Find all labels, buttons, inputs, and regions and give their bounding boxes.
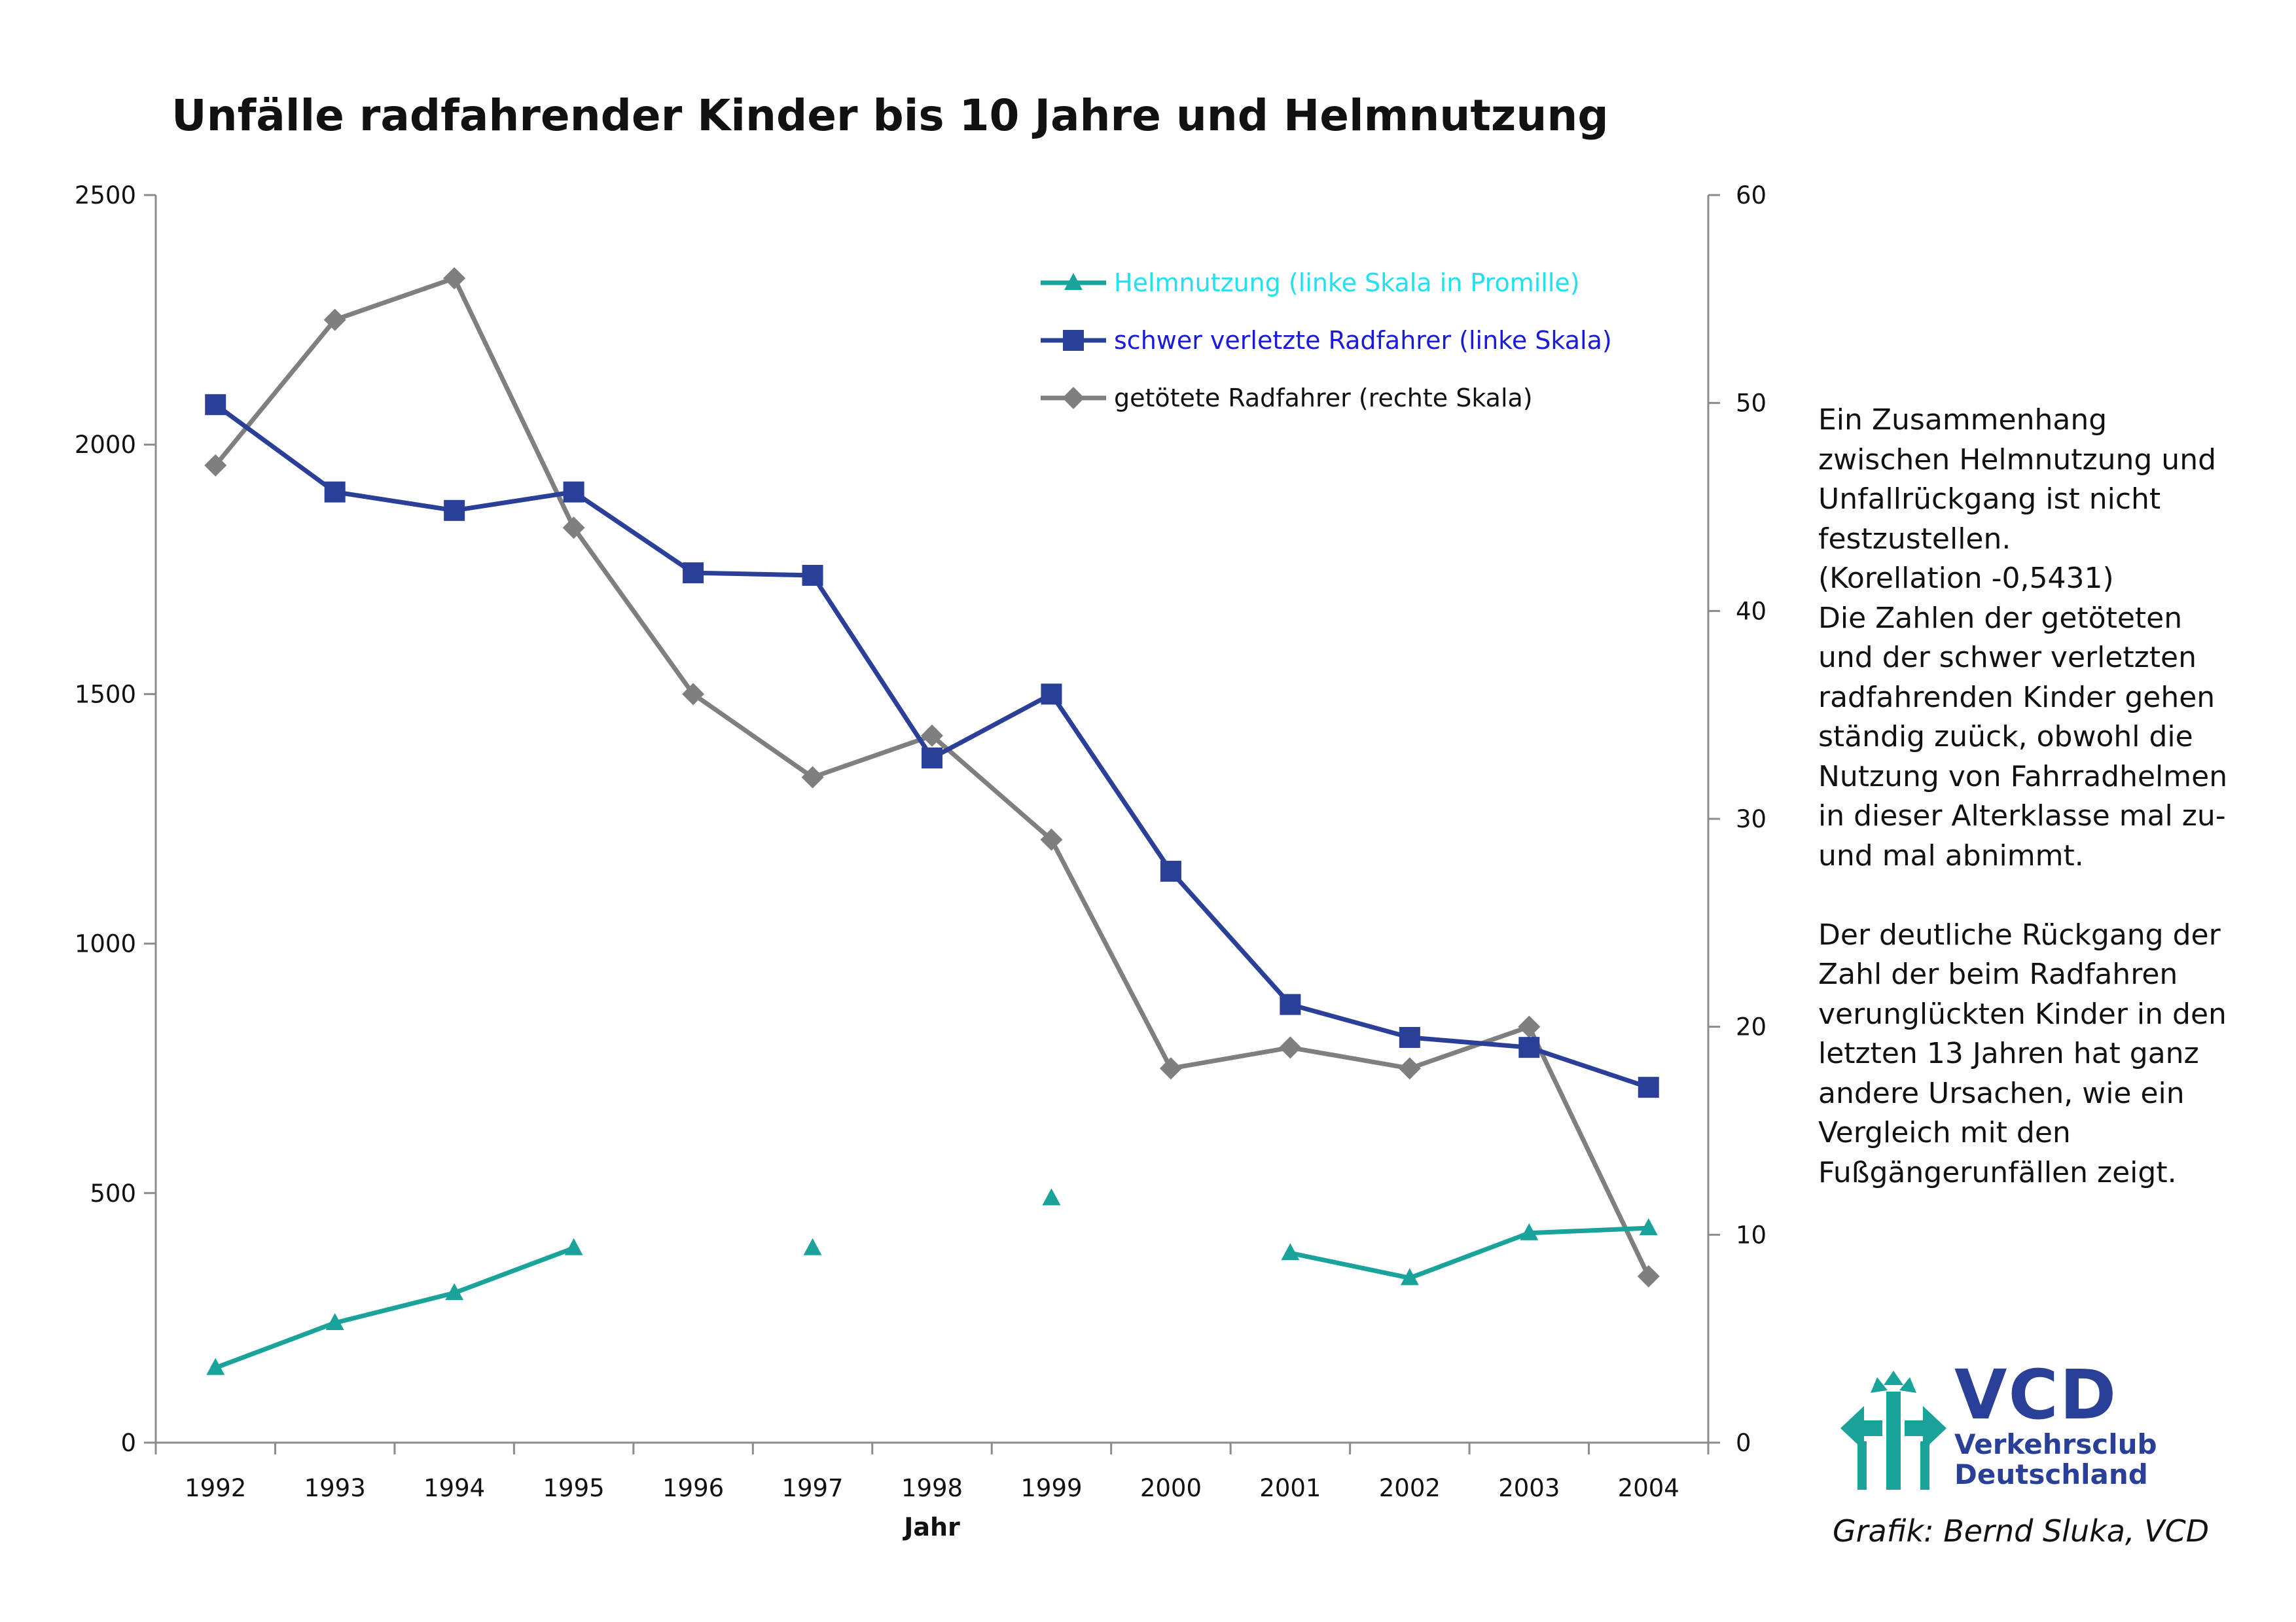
credit-text: Grafik: Bernd Sluka, VCD: [1833, 1513, 2210, 1549]
x-tick-label: 2000: [1140, 1474, 1202, 1502]
y-left-tick-label: 2000: [75, 431, 136, 459]
legend-label: schwer verletzte Radfahrer (linke Skala): [1114, 326, 1612, 355]
data-point: [1638, 1077, 1659, 1098]
x-tick-label: 1997: [781, 1474, 843, 1502]
data-point: [801, 766, 824, 789]
data-point: [1279, 1036, 1302, 1059]
data-point: [1399, 1026, 1420, 1048]
series-line: [213, 1246, 577, 1371]
data-point: [1520, 1223, 1539, 1240]
x-tick-label: 2002: [1379, 1474, 1441, 1502]
x-tick-label: 1995: [543, 1474, 605, 1502]
data-point: [922, 747, 942, 768]
y-right-tick-label: 30: [1736, 805, 1767, 833]
y-left-tick-label: 500: [90, 1180, 136, 1208]
y-left-tick-label: 1500: [75, 680, 136, 708]
series-2: [204, 267, 1660, 1288]
x-tick-label: 1996: [662, 1474, 724, 1502]
x-tick-label: 1992: [185, 1474, 246, 1502]
chart-legend: Helmnutzung (linke Skala in Promille) sch…: [1041, 268, 1612, 412]
data-point: [562, 516, 585, 539]
data-point: [682, 683, 705, 706]
data-point: [205, 394, 226, 416]
x-tick-label: 1999: [1020, 1474, 1082, 1502]
logo-line-2: Deutschland: [1954, 1458, 2148, 1490]
x-axis-title: Jahr: [902, 1513, 960, 1541]
series-line: [213, 276, 1651, 1279]
data-point: [1518, 1037, 1540, 1058]
y-right-tick-label: 50: [1736, 389, 1767, 418]
side-note: Ein Zusammenhang zwischen Helmnutzung un…: [1818, 403, 2228, 1189]
x-tick-label: 2004: [1618, 1474, 1679, 1502]
x-tick-label: 2001: [1259, 1474, 1321, 1502]
series-1: [205, 394, 1659, 1098]
chart-series: [204, 267, 1660, 1375]
y-right-tick-label: 40: [1736, 597, 1767, 625]
x-tick-label: 1998: [901, 1474, 963, 1502]
series-0: [206, 1188, 1658, 1375]
data-point: [1639, 1218, 1658, 1236]
data-point: [1398, 1057, 1421, 1080]
data-point: [1040, 828, 1063, 851]
data-point: [204, 454, 227, 477]
data-point: [1518, 1015, 1541, 1038]
y-right-tick-label: 60: [1736, 181, 1767, 209]
data-point: [323, 308, 346, 331]
legend-label: getötete Radfahrer (rechte Skala): [1114, 384, 1533, 412]
data-point: [324, 481, 346, 503]
data-point: [443, 267, 466, 290]
legend-marker: [1064, 273, 1083, 290]
logo-line-1: Verkehrsclub: [1954, 1428, 2157, 1460]
logo-abbreviation: VCD: [1954, 1355, 2118, 1435]
vcd-emblem-icon: [1840, 1371, 1946, 1490]
data-point: [803, 1238, 822, 1255]
y-right-tick-label: 20: [1736, 1013, 1767, 1041]
legend-marker: [1062, 387, 1085, 409]
data-point: [1041, 683, 1062, 705]
data-point: [1159, 1057, 1182, 1080]
legend-marker: [1063, 330, 1084, 351]
chart-axes: 0 500 1000 1500 2000 2500 0 10 20 30 40 50 60 1992 199…: [75, 181, 1767, 1541]
data-point: [445, 1283, 464, 1301]
series-line: [1287, 1225, 1651, 1280]
data-point: [1042, 1188, 1061, 1206]
vcd-logo: VCD Verkehrsclub Deutschland: [1838, 1355, 2157, 1495]
data-point: [325, 1313, 344, 1331]
x-tick-label: 1994: [423, 1474, 485, 1502]
data-point: [563, 481, 584, 503]
data-point: [1160, 861, 1181, 882]
data-point: [444, 499, 465, 521]
data-point: [1281, 1243, 1300, 1261]
chart-title: Unfälle radfahrender Kinder bis 10 Jahre…: [171, 90, 1609, 141]
data-point: [1637, 1265, 1660, 1288]
data-point: [206, 1358, 225, 1375]
data-point: [802, 564, 823, 586]
data-point: [564, 1238, 583, 1255]
y-left-tick-label: 1000: [75, 930, 136, 958]
y-left-tick-label: 2500: [75, 181, 136, 209]
data-point: [1280, 994, 1301, 1015]
x-tick-label: 1993: [304, 1474, 366, 1502]
legend-label: Helmnutzung (linke Skala in Promille): [1114, 268, 1580, 297]
y-right-tick-label: 10: [1736, 1221, 1767, 1249]
data-point: [1400, 1268, 1419, 1286]
y-left-tick-label: 0: [120, 1429, 136, 1457]
x-tick-label: 2003: [1498, 1474, 1560, 1502]
data-point: [921, 724, 943, 747]
data-point: [683, 562, 704, 584]
y-right-tick-label: 0: [1736, 1429, 1751, 1457]
